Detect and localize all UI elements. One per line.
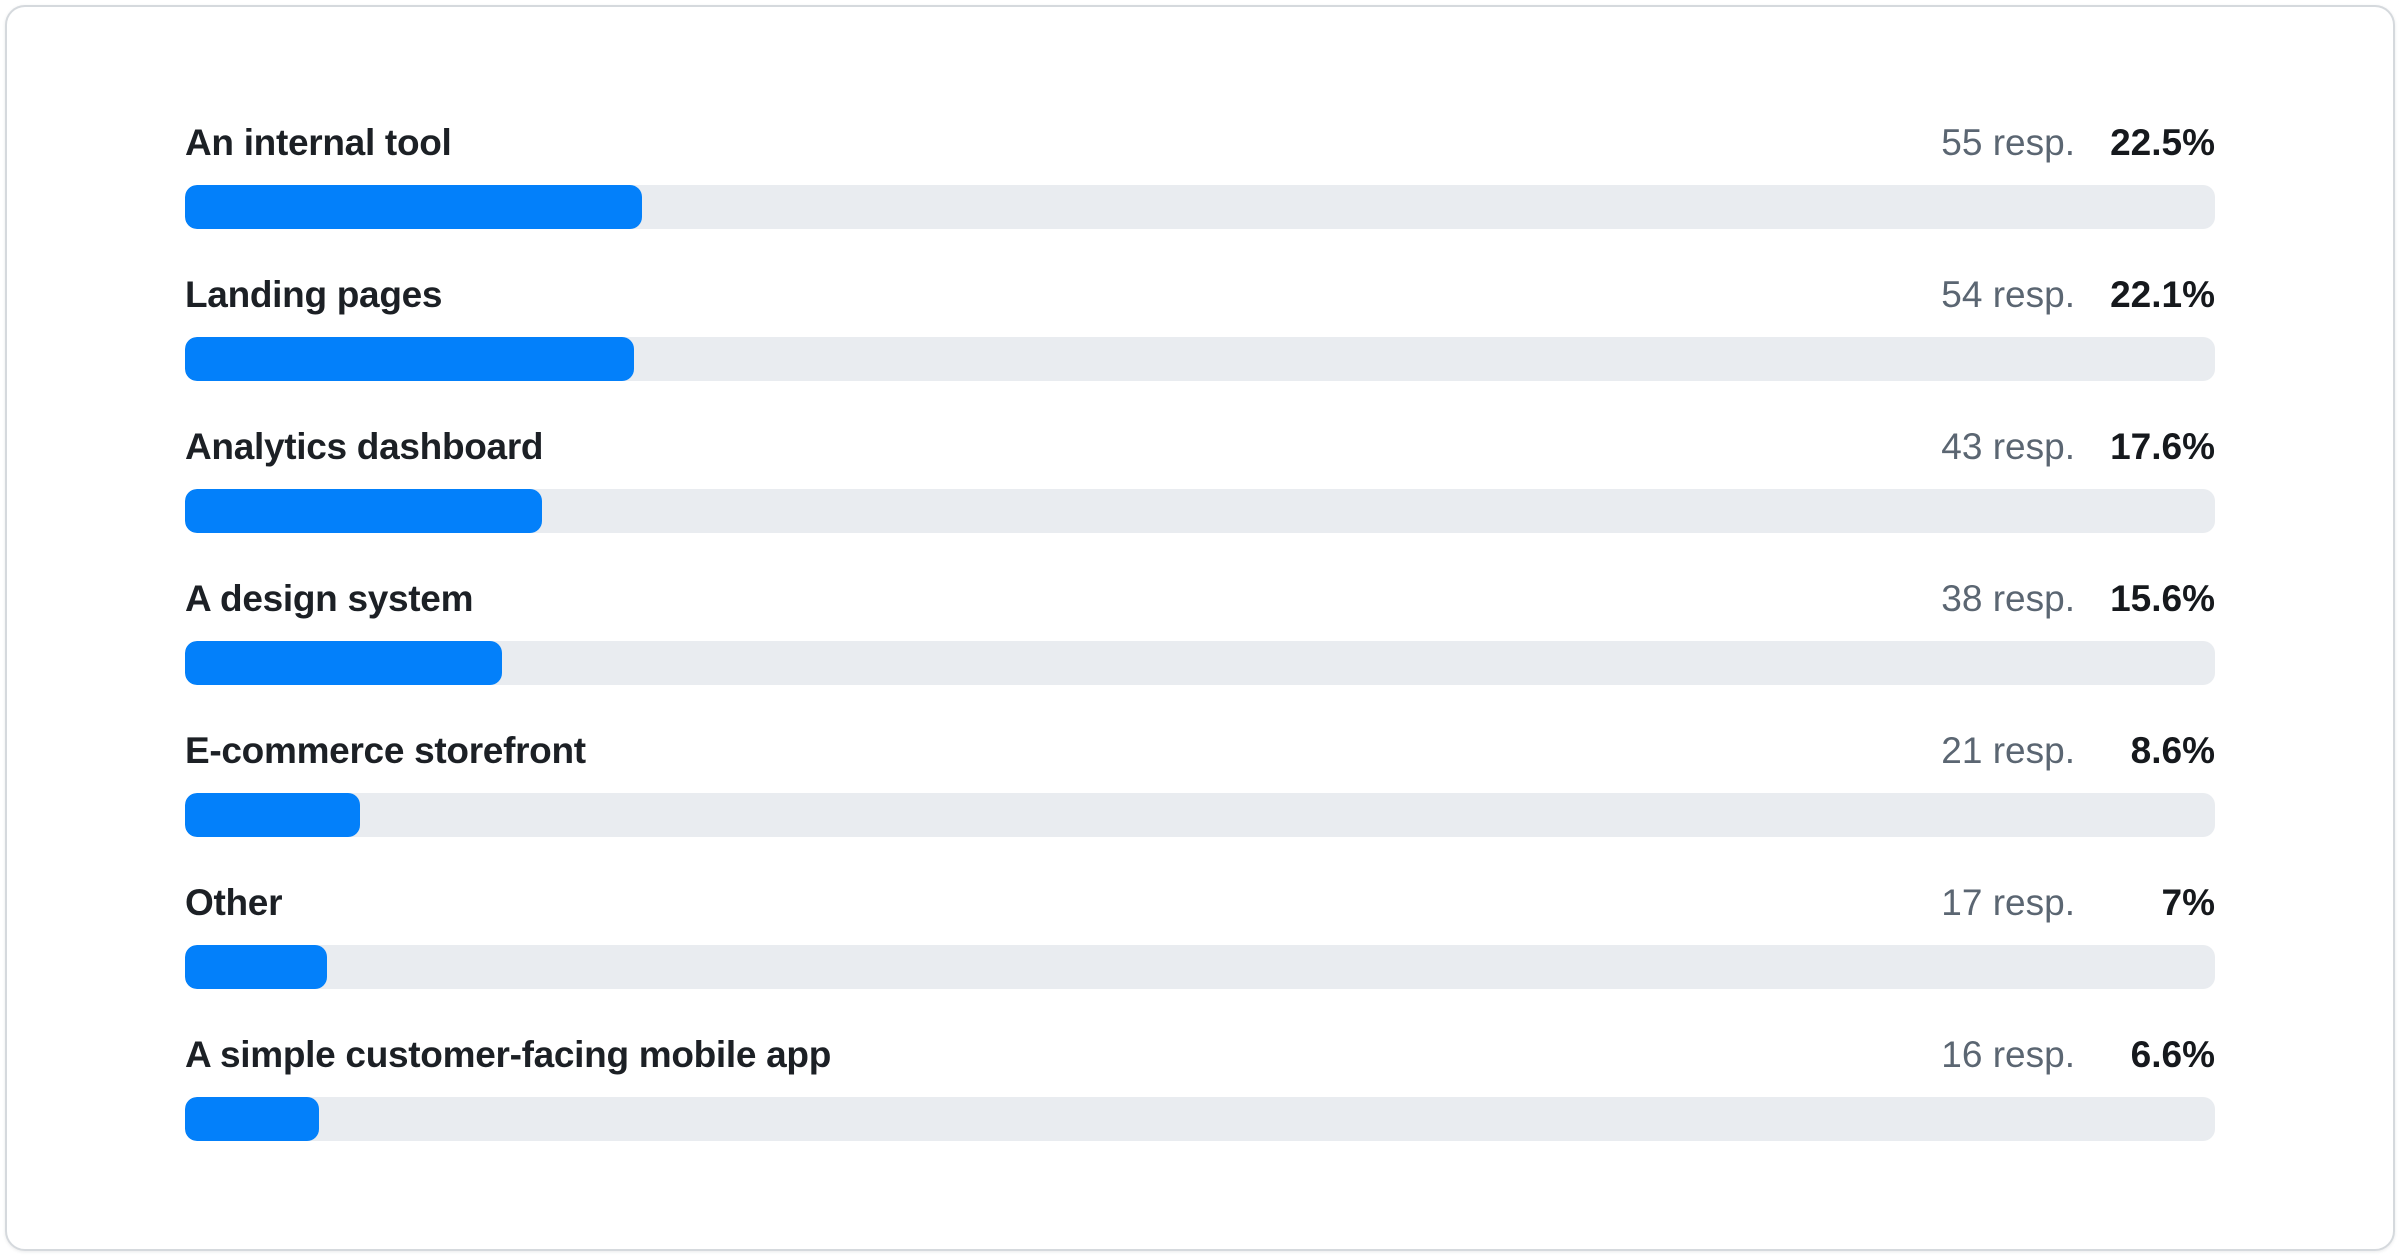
row-header: Analytics dashboard 43 resp. 17.6% [185,425,2215,469]
option-response-count: 16 resp. [1941,1034,2075,1075]
option-response-count: 54 resp. [1941,274,2075,315]
bar-fill [185,945,328,989]
survey-option-row: Analytics dashboard 43 resp. 17.6% [185,425,2215,533]
row-header: Other 17 resp. 7% [185,881,2215,925]
option-response-count: 21 resp. [1941,730,2075,771]
row-header: Landing pages 54 resp. 22.1% [185,273,2215,317]
bar-track [185,337,2215,381]
option-response-count: 38 resp. [1941,578,2075,619]
survey-option-row: Landing pages 54 resp. 22.1% [185,273,2215,381]
option-percentage: 22.5% [2110,122,2215,163]
bar-fill [185,185,642,229]
survey-option-row: A simple customer-facing mobile app 16 r… [185,1033,2215,1141]
option-percentage: 7% [2161,882,2215,923]
row-header: A simple customer-facing mobile app 16 r… [185,1033,2215,1077]
bar-track [185,185,2215,229]
option-percentage: 22.1% [2110,274,2215,315]
bar-fill [185,793,360,837]
survey-option-row: A design system 38 resp. 15.6% [185,577,2215,685]
bar-track [185,793,2215,837]
bar-fill [185,489,543,533]
option-label: Landing pages [185,274,443,315]
option-label: An internal tool [185,122,452,163]
option-percentage: 17.6% [2110,426,2215,467]
row-header: A design system 38 resp. 15.6% [185,577,2215,621]
bar-track [185,945,2215,989]
survey-option-row: An internal tool 55 resp. 22.5% [185,121,2215,229]
option-label: A design system [185,578,474,619]
option-percentage: 6.6% [2130,1034,2215,1075]
option-label: Other [185,882,283,923]
option-response-count: 43 resp. [1941,426,2075,467]
option-response-count: 55 resp. [1941,122,2075,163]
bar-fill [185,641,502,685]
survey-option-row: E-commerce storefront 21 resp. 8.6% [185,729,2215,837]
option-label: A simple customer-facing mobile app [185,1034,832,1075]
bar-track [185,489,2215,533]
option-percentage: 8.6% [2130,730,2215,771]
row-header: An internal tool 55 resp. 22.5% [185,121,2215,165]
option-label: Analytics dashboard [185,426,544,467]
survey-option-row: Other 17 resp. 7% [185,881,2215,989]
bar-fill [185,1097,319,1141]
bar-fill [185,337,634,381]
option-response-count: 17 resp. [1941,882,2075,923]
survey-results-card: An internal tool 55 resp. 22.5% Landing … [5,5,2395,1251]
bar-track [185,641,2215,685]
bar-track [185,1097,2215,1141]
option-percentage: 15.6% [2110,578,2215,619]
row-header: E-commerce storefront 21 resp. 8.6% [185,729,2215,773]
option-label: E-commerce storefront [185,730,586,771]
